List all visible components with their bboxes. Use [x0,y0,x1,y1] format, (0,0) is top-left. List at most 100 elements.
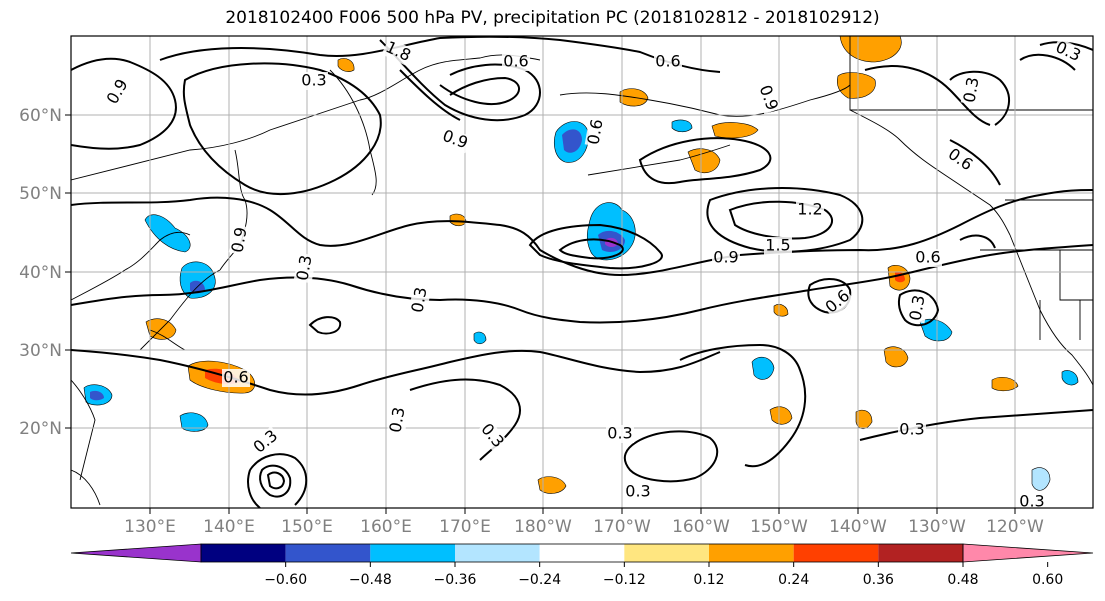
contour-label: 0.3 [1019,492,1044,511]
colorbar-tick-label: −0.36 [434,572,477,588]
contour-label: 0.6 [915,248,940,267]
contour-label-bg [103,75,133,109]
precip-neg-patch [919,319,953,342]
colorbar: −0.60 −0.48 −0.36 −0.24 −0.12 0.12 0.24 0.36 0.4… [70,543,1094,588]
contour-label: 0.3 [625,482,650,501]
precip-pos-patch [449,213,467,227]
contour-label-bg [943,144,977,176]
precip-neg-patch [751,356,775,380]
colorbar-bin [709,544,794,562]
colorbar-tick-label: −0.24 [518,572,561,588]
contour-label: 0.3 [899,420,924,439]
colorbar-extend-high [962,543,1094,563]
colorbar-tick-label: −0.60 [264,572,307,588]
precip-pos-patch [883,346,909,368]
longitude-labels: 130°E 140°E 150°E 160°E 170°E 180°W 170°… [124,517,1044,537]
latitude-labels: 60°N 50°N 40°N 30°N 20°N [19,106,62,439]
lat-label-60n: 60°N [19,106,62,126]
colorbar-bin [793,544,879,562]
contour-label: 0.6 [223,368,248,387]
contour-label-bg [386,404,410,436]
chart-title: 2018102400 F006 500 hPa PV, precipitatio… [225,8,880,28]
contour-label: 0.9 [713,248,738,267]
lon-label-120w: 120°W [986,517,1044,537]
lon-label-160e: 160°E [360,517,412,537]
contour-label: 0.3 [959,76,982,104]
precip-neg-patch [562,129,582,153]
contour-label-bg [960,74,984,106]
precip-pos-patch [537,476,567,494]
precip-pos-patch [337,58,355,72]
contour-label: 1.8 [383,37,414,65]
contour-label-bg [906,292,930,324]
lon-label-170e: 170°E [439,517,491,537]
precip-neg-patch [473,331,487,345]
precip-pos-patch [839,36,902,63]
lon-label-150e: 150°E [281,517,333,537]
colorbar-tick-label: −0.12 [603,572,646,588]
lat-label-40n: 40°N [19,263,62,283]
precip-neg-patch [179,261,216,299]
lat-label-50n: 50°N [19,184,62,204]
precip-neg-patch [1031,467,1051,491]
contour-label: 1.2 [797,200,822,219]
colorbar-bin [624,544,709,562]
precip-pos-patch [773,304,789,317]
precip-pos-patch [687,148,721,173]
contour-label: 0.6 [655,52,680,71]
contour-label-bg [1051,37,1085,67]
lon-label-130w: 130°W [908,517,966,537]
lon-label-170w: 170°W [593,517,651,537]
contour-label-bg [222,369,250,387]
contour-label-bg [293,252,317,284]
colorbar-tick-label: 0.36 [863,572,894,588]
precip-neg-patch [90,390,104,401]
contour-label-bg [914,249,942,267]
colorbar-frame [200,543,964,563]
contour-label: 0.3 [607,424,632,443]
contour-label-bg [796,201,824,219]
contour-label: 0.3 [292,254,315,282]
contour-label-bg [712,249,740,267]
axis-ticks [65,114,1016,514]
contour-label-bg [754,81,782,115]
precip-pos-patch [837,72,876,99]
lon-label-180w: 180°W [514,517,572,537]
contour-label-bg [606,425,634,443]
contour-label: 0.9 [227,226,250,254]
contour-label: 0.6 [945,144,977,174]
contour-label-bg [438,126,472,154]
precip-shading [83,36,1079,494]
lon-label-160w: 160°W [672,517,730,537]
lon-label-140e: 140°E [203,517,255,537]
contour-label: 0.3 [250,426,282,457]
colorbar-tick-label: 0.24 [778,572,809,588]
colorbar-bin [370,544,455,562]
lon-label-130e: 130°E [124,517,176,537]
graticule [71,36,1093,508]
pv-contours [71,36,1093,508]
contour-label-bg [624,483,652,501]
contour-label-bg [502,53,530,71]
contour-label-bg [300,72,328,90]
contour-label: 0.3 [905,294,928,322]
contour-label-bg [228,224,252,256]
contour-label: 0.3 [301,71,326,90]
contour-label: 0.3 [385,406,408,434]
colorbar-bin [878,544,963,562]
coastlines [71,36,1093,506]
colorbar-bin [201,544,286,562]
colorbar-tick-label: 0.48 [947,572,978,588]
lon-label-150w: 150°W [750,517,808,537]
contour-label: 0.6 [583,118,606,146]
contour-label-bg [408,284,432,316]
colorbar-extend-low [70,543,202,563]
lat-label-30n: 30°N [19,341,62,361]
contour-label: 0.3 [477,420,508,452]
contour-label: 0.6 [503,52,528,71]
precip-pos-patch [769,406,793,425]
precip-neg-patch [179,412,209,432]
colorbar-tick-label: 0.12 [693,572,724,588]
contour-label: 0.9 [103,76,132,108]
